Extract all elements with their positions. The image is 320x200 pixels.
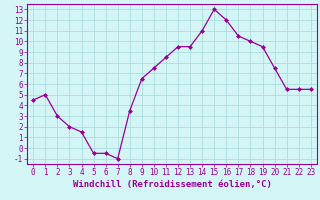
X-axis label: Windchill (Refroidissement éolien,°C): Windchill (Refroidissement éolien,°C) (73, 180, 271, 189)
